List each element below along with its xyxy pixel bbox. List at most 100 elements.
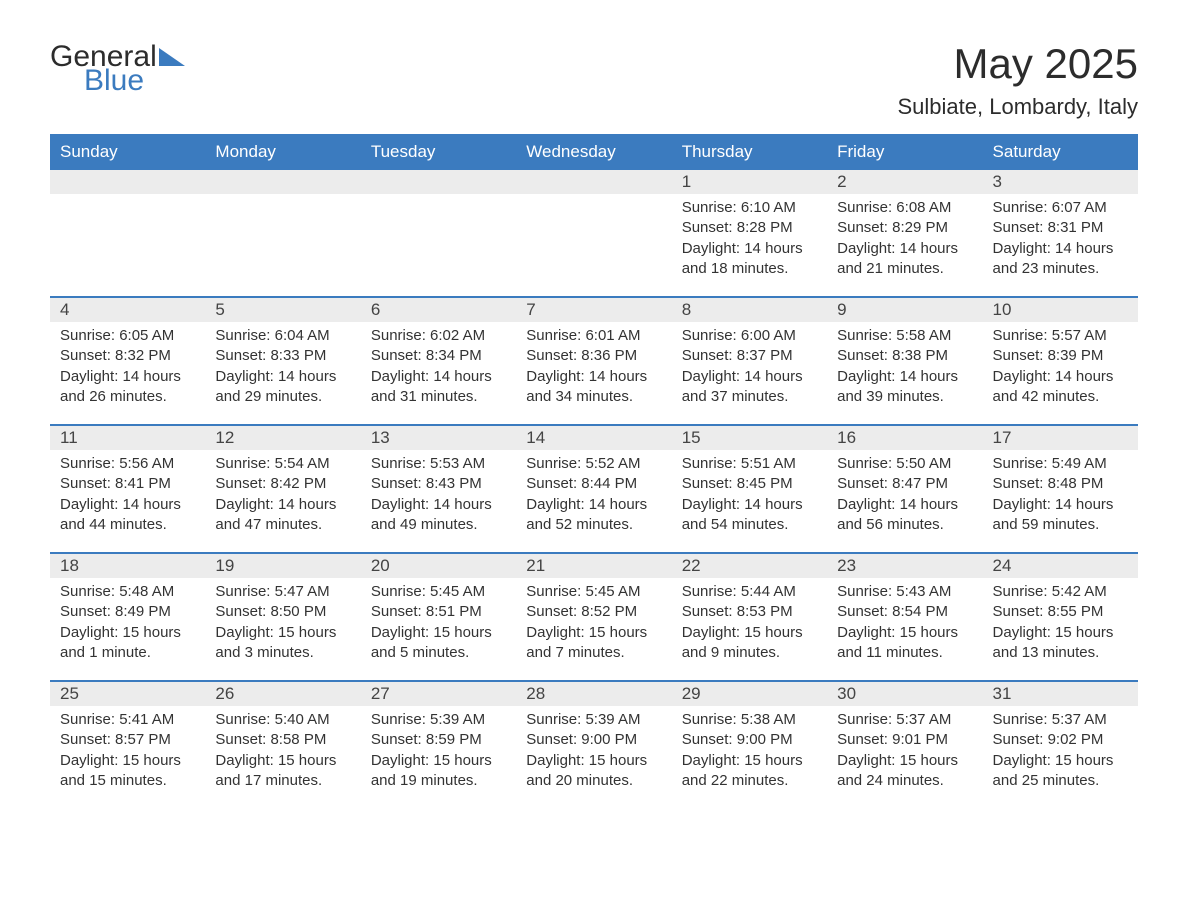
sunrise-text: Sunrise: 5:54 AM [215, 454, 350, 474]
day-info: Sunrise: 5:45 AMSunset: 8:51 PMDaylight:… [361, 582, 516, 663]
day-info: Sunrise: 5:42 AMSunset: 8:55 PMDaylight:… [983, 582, 1138, 663]
daylight-text: Daylight: 14 hours and 23 minutes. [993, 239, 1128, 280]
day-info: Sunrise: 5:51 AMSunset: 8:45 PMDaylight:… [672, 454, 827, 535]
day-info: Sunrise: 5:39 AMSunset: 9:00 PMDaylight:… [516, 710, 671, 791]
sunset-text: Sunset: 8:31 PM [993, 218, 1128, 238]
day-info: Sunrise: 6:04 AMSunset: 8:33 PMDaylight:… [205, 326, 360, 407]
day-number: 5 [205, 298, 360, 322]
weeks-container: 1 Sunrise: 6:10 AMSunset: 8:28 PM Daylight… [50, 170, 1138, 808]
day-number: 17 [983, 426, 1138, 450]
calendar-day: 20Sunrise: 5:45 AMSunset: 8:51 PMDayligh… [361, 554, 516, 680]
daylight-text: Daylight: 14 hours and 59 minutes. [993, 495, 1128, 536]
sunset-text: Sunset: 8:55 PM [993, 602, 1128, 622]
day-number: 7 [516, 298, 671, 322]
daylight-text: Daylight: 14 hours and 34 minutes. [526, 367, 661, 408]
sunset-text: Sunset: 8:28 PM [682, 218, 817, 238]
day-number: 6 [361, 298, 516, 322]
sunrise-text: Sunrise: 5:39 AM [526, 710, 661, 730]
day-number: 19 [205, 554, 360, 578]
day-number: 26 [205, 682, 360, 706]
sunset-text: Sunset: 8:49 PM [60, 602, 195, 622]
day-info: Sunrise: 5:53 AMSunset: 8:43 PMDaylight:… [361, 454, 516, 535]
sunset-text: Sunset: 8:54 PM [837, 602, 972, 622]
day-number: 24 [983, 554, 1138, 578]
daylight-text: Daylight: 14 hours and 47 minutes. [215, 495, 350, 536]
day-number: 27 [361, 682, 516, 706]
day-info: Sunrise: 6:07 AMSunset: 8:31 PMDaylight:… [983, 198, 1138, 279]
daylight-text: Daylight: 15 hours and 20 minutes. [526, 751, 661, 792]
calendar-day-empty [50, 170, 205, 296]
day-number: 21 [516, 554, 671, 578]
sunrise-text: Sunrise: 6:00 AM [682, 326, 817, 346]
dow-wednesday: Wednesday [516, 134, 671, 170]
calendar-day: 27Sunrise: 5:39 AMSunset: 8:59 PMDayligh… [361, 682, 516, 808]
calendar-day: 25Sunrise: 5:41 AMSunset: 8:57 PMDayligh… [50, 682, 205, 808]
day-info: Sunrise: 5:37 AMSunset: 9:02 PMDaylight:… [983, 710, 1138, 791]
sunrise-text: Sunrise: 6:01 AM [526, 326, 661, 346]
header: General Blue May 2025 Sulbiate, Lombardy… [50, 40, 1138, 120]
title-block: May 2025 Sulbiate, Lombardy, Italy [898, 40, 1139, 120]
day-number: 15 [672, 426, 827, 450]
calendar-day: 17Sunrise: 5:49 AMSunset: 8:48 PMDayligh… [983, 426, 1138, 552]
calendar-day: 12Sunrise: 5:54 AMSunset: 8:42 PMDayligh… [205, 426, 360, 552]
daylight-text: Daylight: 15 hours and 5 minutes. [371, 623, 506, 664]
day-of-week-header: Sunday Monday Tuesday Wednesday Thursday… [50, 134, 1138, 170]
sunrise-text: Sunrise: 5:45 AM [371, 582, 506, 602]
calendar-day: 21Sunrise: 5:45 AMSunset: 8:52 PMDayligh… [516, 554, 671, 680]
day-info: Sunrise: 6:02 AMSunset: 8:34 PMDaylight:… [361, 326, 516, 407]
dow-thursday: Thursday [672, 134, 827, 170]
daylight-text: Daylight: 15 hours and 15 minutes. [60, 751, 195, 792]
daylight-text: Daylight: 14 hours and 21 minutes. [837, 239, 972, 280]
sunset-text: Sunset: 8:45 PM [682, 474, 817, 494]
calendar-day: 4Sunrise: 6:05 AMSunset: 8:32 PMDaylight… [50, 298, 205, 424]
sunset-text: Sunset: 8:29 PM [837, 218, 972, 238]
sunrise-text: Sunrise: 5:38 AM [682, 710, 817, 730]
calendar-day: 14Sunrise: 5:52 AMSunset: 8:44 PMDayligh… [516, 426, 671, 552]
calendar-day-empty [361, 170, 516, 296]
sunset-text: Sunset: 8:36 PM [526, 346, 661, 366]
day-number [361, 170, 516, 194]
daylight-text: Daylight: 14 hours and 31 minutes. [371, 367, 506, 408]
sunrise-text: Sunrise: 6:10 AM [682, 198, 817, 218]
sunset-text: Sunset: 8:50 PM [215, 602, 350, 622]
sunset-text: Sunset: 8:42 PM [215, 474, 350, 494]
day-number: 13 [361, 426, 516, 450]
day-number: 14 [516, 426, 671, 450]
day-number [516, 170, 671, 194]
day-number: 1 [672, 170, 827, 194]
sunset-text: Sunset: 9:01 PM [837, 730, 972, 750]
calendar-day: 24 Sunrise: 5:42 AMSunset: 8:55 PMDayligh… [983, 554, 1138, 680]
daylight-text: Daylight: 14 hours and 39 minutes. [837, 367, 972, 408]
day-number: 18 [50, 554, 205, 578]
sunrise-text: Sunrise: 5:37 AM [837, 710, 972, 730]
day-info: Sunrise: 5:43 AMSunset: 8:54 PMDaylight:… [827, 582, 982, 663]
day-info: Sunrise: 5:37 AMSunset: 9:01 PMDaylight:… [827, 710, 982, 791]
day-info: Sunrise: 5:38 AMSunset: 9:00 PMDaylight:… [672, 710, 827, 791]
daylight-text: Daylight: 15 hours and 17 minutes. [215, 751, 350, 792]
daylight-text: Daylight: 14 hours and 26 minutes. [60, 367, 195, 408]
day-number: 22 [672, 554, 827, 578]
calendar-day: 28Sunrise: 5:39 AMSunset: 9:00 PMDayligh… [516, 682, 671, 808]
sunrise-text: Sunrise: 5:48 AM [60, 582, 195, 602]
day-info: Sunrise: 5:58 AMSunset: 8:38 PMDaylight:… [827, 326, 982, 407]
calendar: Sunday Monday Tuesday Wednesday Thursday… [50, 134, 1138, 808]
daylight-text: Daylight: 15 hours and 9 minutes. [682, 623, 817, 664]
calendar-day: 19Sunrise: 5:47 AMSunset: 8:50 PMDayligh… [205, 554, 360, 680]
calendar-day: 31Sunrise: 5:37 AMSunset: 9:02 PMDayligh… [983, 682, 1138, 808]
sunset-text: Sunset: 8:57 PM [60, 730, 195, 750]
sunrise-text: Sunrise: 5:56 AM [60, 454, 195, 474]
location-subtitle: Sulbiate, Lombardy, Italy [898, 94, 1139, 120]
day-number: 25 [50, 682, 205, 706]
daylight-text: Daylight: 14 hours and 49 minutes. [371, 495, 506, 536]
sunset-text: Sunset: 8:51 PM [371, 602, 506, 622]
daylight-text: Daylight: 14 hours and 44 minutes. [60, 495, 195, 536]
day-info: Sunrise: 6:00 AMSunset: 8:37 PMDaylight:… [672, 326, 827, 407]
sunset-text: Sunset: 8:44 PM [526, 474, 661, 494]
calendar-week: 1 Sunrise: 6:10 AMSunset: 8:28 PM Daylight… [50, 170, 1138, 296]
sunset-text: Sunset: 8:39 PM [993, 346, 1128, 366]
day-info: Sunrise: 6:01 AMSunset: 8:36 PMDaylight:… [516, 326, 671, 407]
sunrise-text: Sunrise: 5:50 AM [837, 454, 972, 474]
daylight-text: Daylight: 15 hours and 1 minute. [60, 623, 195, 664]
calendar-week: 11Sunrise: 5:56 AMSunset: 8:41 PMDayligh… [50, 424, 1138, 552]
sunset-text: Sunset: 8:52 PM [526, 602, 661, 622]
